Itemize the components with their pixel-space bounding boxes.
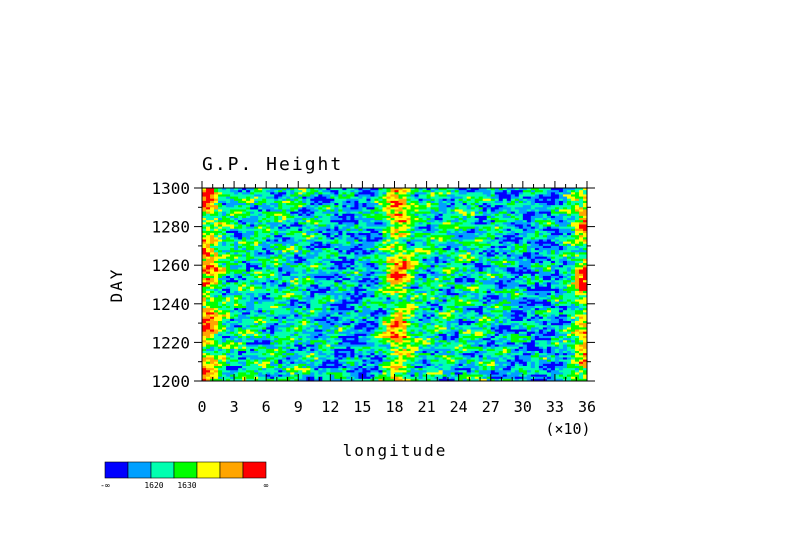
x-tick-24: 24 <box>450 181 468 416</box>
x-tick-label: 21 <box>418 398 436 416</box>
x-tick-33: 33 <box>546 181 564 416</box>
y-tick-1280: 1280 <box>151 218 595 237</box>
colorbar-label: -∞ <box>100 481 110 490</box>
y-tick-1220: 1220 <box>151 333 595 352</box>
y-axis-label: DAY <box>107 268 126 303</box>
colorbar-swatch <box>150 461 175 479</box>
colorbar-label: 1630 <box>177 481 196 490</box>
y-tick-1200: 1200 <box>151 372 595 391</box>
colorbar-swatch <box>173 461 198 479</box>
x-tick-label: 12 <box>321 398 339 416</box>
x-tick-label: 30 <box>514 398 532 416</box>
y-tick-1240: 1240 <box>151 295 595 314</box>
x-tick-label: 18 <box>385 398 403 416</box>
x-tick-18: 18 <box>385 181 404 416</box>
x-tick-30: 30 <box>514 181 532 416</box>
x-tick-21: 21 <box>418 181 436 416</box>
x-tick-36: 36 <box>578 181 596 416</box>
x-tick-12: 12 <box>321 181 339 416</box>
y-tick-label: 1220 <box>151 333 190 352</box>
x-tick-label: 9 <box>294 398 303 416</box>
x-tick-3: 3 <box>230 181 239 416</box>
chart-title: G.P. Height <box>202 154 343 175</box>
x-tick-0: 0 <box>197 181 207 416</box>
y-tick-label: 1240 <box>151 295 190 314</box>
colorbar-swatch <box>196 461 221 479</box>
colorbar-label: 1620 <box>144 481 163 490</box>
x-tick-label: 33 <box>546 398 564 416</box>
y-tick-1260: 1260 <box>151 256 595 275</box>
x-tick-label: 24 <box>450 398 468 416</box>
colorbar-swatch <box>242 461 267 479</box>
colorbar-swatch <box>104 461 129 479</box>
x-tick-label: 6 <box>262 398 271 416</box>
x-axis: 0 3 6 9 12 15 18 21 24 27 30 33 36 <box>197 181 596 416</box>
colorbar: -∞ 1620 1630 ∞ <box>100 461 269 490</box>
x-tick-label: 0 <box>197 398 206 416</box>
y-tick-label: 1260 <box>151 256 190 275</box>
colorbar-swatch <box>127 461 152 479</box>
x-axis-multiplier: (×10) <box>545 420 590 438</box>
x-tick-label: 27 <box>482 398 500 416</box>
y-axis: 1200 1220 1240 1260 1280 1300 <box>151 179 595 391</box>
y-tick-label: 1300 <box>151 179 190 198</box>
x-tick-label: 15 <box>353 398 371 416</box>
y-tick-label: 1280 <box>151 218 190 237</box>
x-tick-15: 15 <box>353 181 371 416</box>
x-tick-label: 3 <box>230 398 239 416</box>
colorbar-swatch <box>219 461 244 479</box>
heatmap-field <box>202 188 587 381</box>
x-tick-27: 27 <box>482 181 500 416</box>
y-tick-1300: 1300 <box>151 179 595 198</box>
x-axis-label: longitude <box>343 441 448 460</box>
x-tick-label: 36 <box>578 398 596 416</box>
x-tick-9: 9 <box>294 181 303 416</box>
y-tick-label: 1200 <box>151 372 190 391</box>
colorbar-label: ∞ <box>264 481 269 490</box>
x-tick-6: 6 <box>262 181 271 416</box>
